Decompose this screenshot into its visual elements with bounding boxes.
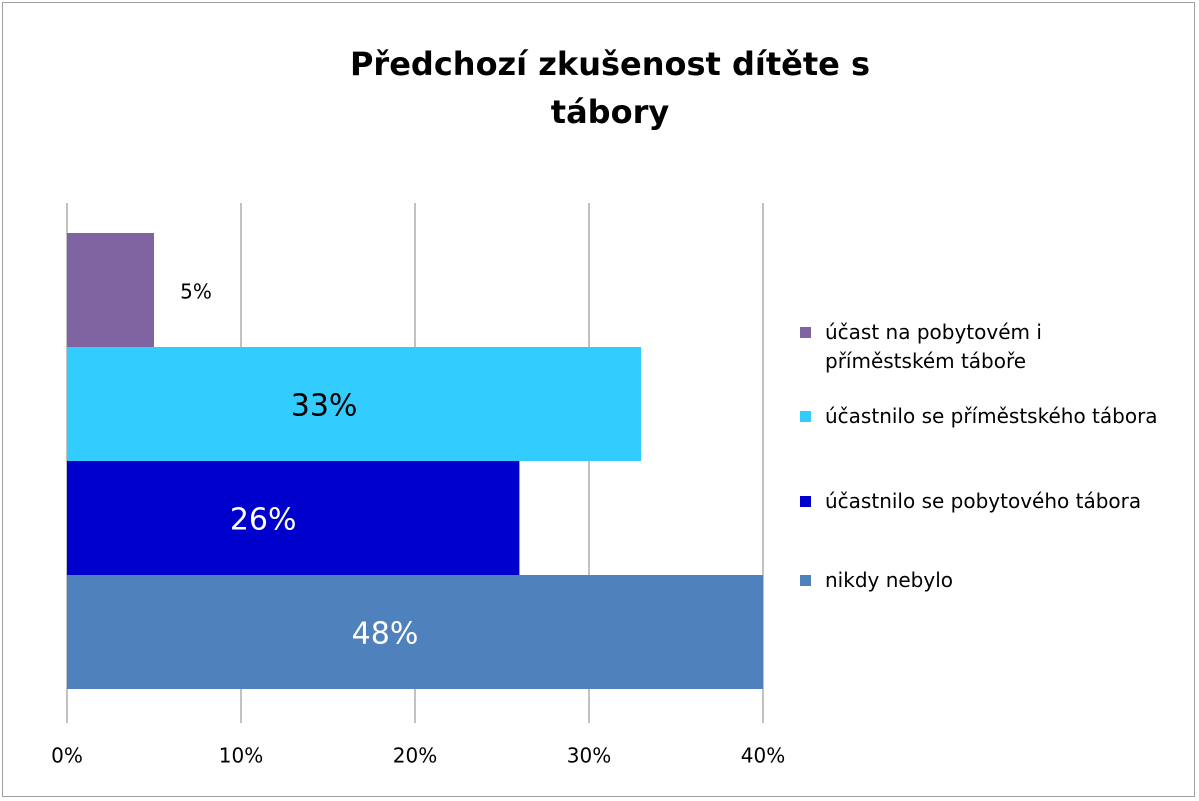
bar <box>67 233 154 347</box>
x-tick-label: 30% <box>567 744 611 768</box>
data-label: 33% <box>291 389 358 424</box>
x-tick-label: 20% <box>393 744 437 768</box>
legend-label: nikdy nebylo <box>825 568 954 592</box>
bar <box>67 575 763 689</box>
legend-label: účast na pobytovém i příměstském táboře <box>825 320 1042 373</box>
bar <box>67 347 642 461</box>
data-label: 48% <box>352 617 419 652</box>
legend-swatch <box>800 496 811 507</box>
legend-item: účast na pobytovém i příměstském táboře <box>800 318 1160 376</box>
legend-swatch <box>800 327 811 338</box>
legend-item: účastnilo se příměstského tábora <box>800 402 1160 431</box>
data-label: 26% <box>230 503 297 538</box>
x-tick-label: 40% <box>741 744 785 768</box>
bar <box>67 461 520 575</box>
x-tick-label: 10% <box>219 744 263 768</box>
chart-title: Předchozí zkušenost dítěte s tábory <box>349 45 871 131</box>
legend-swatch <box>800 411 811 422</box>
legend-item: účastnilo se pobytového tábora <box>800 487 1160 516</box>
data-label: 5% <box>180 280 212 304</box>
legend-label: účastnilo se příměstského tábora <box>825 404 1158 428</box>
legend-item: nikdy nebylo <box>800 566 1160 595</box>
legend-label: účastnilo se pobytového tábora <box>825 489 1142 513</box>
legend-swatch <box>800 575 811 586</box>
x-tick-label: 0% <box>51 744 83 768</box>
